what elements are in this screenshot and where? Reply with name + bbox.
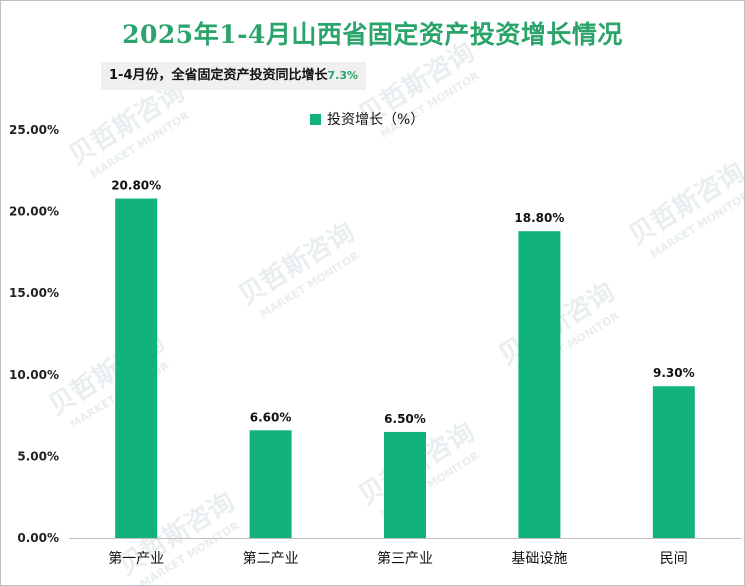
bar xyxy=(384,431,426,538)
bar xyxy=(652,386,695,538)
data-label: 20.80% xyxy=(111,179,161,193)
y-tick-label: 15.00% xyxy=(9,286,59,300)
summary-note: 1-4月份，全省固定资产投资同比增长7.3% xyxy=(101,62,367,90)
bar xyxy=(249,430,292,538)
y-tick-label: 10.00% xyxy=(9,368,59,382)
legend-swatch xyxy=(310,113,321,125)
chart-title: 2025年1-4月山西省固定资产投资增长情况 xyxy=(122,20,623,49)
data-label: 18.80% xyxy=(514,211,564,225)
bar xyxy=(115,198,158,538)
y-tick-label: 5.00% xyxy=(17,449,59,463)
x-tick-label: 基础设施 xyxy=(511,550,567,567)
data-label: 6.50% xyxy=(384,412,426,426)
y-tick-label: 20.00% xyxy=(9,205,59,219)
x-tick-label: 第二产业 xyxy=(243,550,299,567)
y-tick-label: 0.00% xyxy=(17,531,59,545)
y-tick-label: 25.00% xyxy=(9,123,59,137)
bar xyxy=(518,231,561,538)
summary-note-value: 7.3% xyxy=(327,69,359,82)
summary-note-text: 1-4月份，全省固定资产投资同比增长 xyxy=(109,68,328,83)
data-label: 9.30% xyxy=(653,366,695,380)
legend: 投资增长（%） xyxy=(310,109,424,129)
x-tick-label: 第三产业 xyxy=(377,550,433,567)
x-tick-label: 民间 xyxy=(660,551,688,567)
data-label: 6.60% xyxy=(250,410,292,424)
legend-label: 投资增长（%） xyxy=(327,112,425,128)
x-tick-label: 第一产业 xyxy=(108,550,164,567)
